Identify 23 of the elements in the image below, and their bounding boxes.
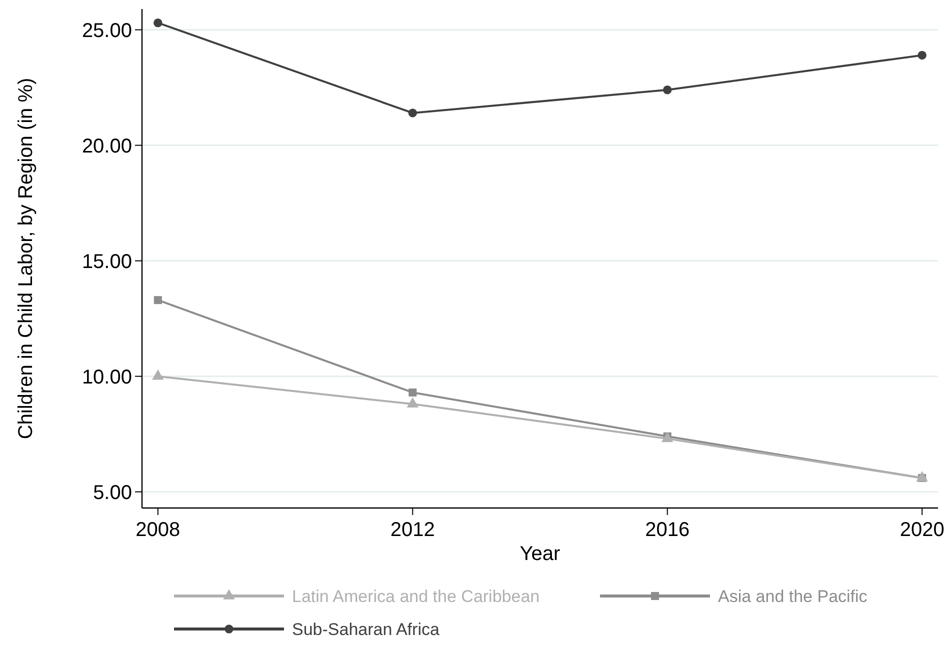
- x-tick-label: 2016: [645, 519, 690, 541]
- text: Sub-Saharan Africa: [292, 620, 440, 639]
- text: Latin America and the Caribbean: [292, 586, 540, 606]
- point: [662, 85, 672, 94]
- x-tick-label: 2020: [900, 519, 944, 541]
- y-tick-label: 20.00: [82, 135, 132, 158]
- point: [916, 471, 928, 482]
- y-tick-label: 5.00: [93, 482, 132, 504]
- point: [406, 397, 419, 408]
- x-tick-label: 2008: [136, 519, 180, 541]
- x-tick-label: 2012: [390, 519, 435, 541]
- point: [408, 388, 417, 396]
- x-axis-title: Year: [520, 543, 561, 565]
- point: [918, 50, 926, 60]
- text: Asia and the Pacific: [718, 586, 868, 606]
- y-tick-label: 10.00: [82, 366, 132, 388]
- y-tick-label: 25.00: [82, 20, 132, 42]
- point: [154, 296, 162, 304]
- y-tick-label: 15.00: [82, 250, 132, 273]
- point: [152, 370, 164, 380]
- point: [408, 108, 418, 118]
- point: [154, 18, 162, 28]
- y-axis-title: Children in Child Labor, by Region (in %): [15, 78, 37, 440]
